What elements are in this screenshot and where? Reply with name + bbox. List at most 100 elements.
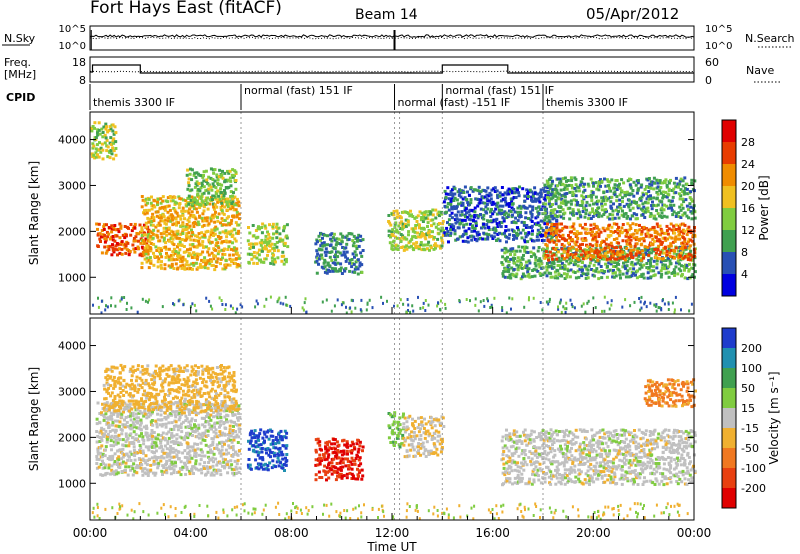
echo-cell bbox=[132, 448, 136, 452]
echo-cell bbox=[169, 253, 173, 257]
echo-cell bbox=[149, 223, 153, 227]
echo-cell bbox=[95, 143, 99, 147]
echo-cell bbox=[629, 217, 632, 221]
echo-cell bbox=[163, 267, 167, 271]
echo-cell bbox=[338, 251, 342, 255]
echo-cell bbox=[589, 193, 593, 197]
echo-cell bbox=[650, 183, 654, 187]
echo-cell bbox=[390, 230, 394, 234]
echo-cell bbox=[631, 263, 635, 267]
echo-cell bbox=[282, 262, 286, 266]
echo-cell bbox=[426, 217, 430, 221]
echo-cell bbox=[636, 187, 640, 191]
echo-cell bbox=[404, 218, 408, 222]
echo-cell bbox=[572, 227, 576, 231]
echo-cell bbox=[530, 190, 534, 194]
echo-cell bbox=[597, 206, 601, 210]
echo-cell bbox=[608, 307, 611, 311]
echo-cell bbox=[165, 466, 169, 470]
echo-cell bbox=[156, 403, 160, 407]
echo-cell bbox=[146, 249, 149, 253]
echo-cell bbox=[170, 264, 174, 268]
echo-cell bbox=[608, 212, 612, 216]
echo-cell bbox=[111, 246, 115, 250]
echo-cell bbox=[335, 240, 339, 244]
echo-cell bbox=[106, 383, 110, 387]
echo-cell bbox=[553, 270, 557, 274]
echo-cell bbox=[162, 451, 166, 455]
echo-cell bbox=[209, 465, 212, 469]
echo-cell bbox=[234, 221, 238, 225]
echo-cell bbox=[181, 465, 185, 469]
echo-cell bbox=[571, 245, 575, 249]
echo-cell bbox=[550, 226, 554, 230]
echo-cell bbox=[646, 195, 650, 199]
echo-cell bbox=[649, 269, 653, 273]
echo-cell bbox=[223, 200, 227, 204]
echo-cell bbox=[196, 235, 200, 239]
echo-cell bbox=[173, 413, 177, 417]
echo-cell bbox=[597, 188, 601, 192]
echo-cell bbox=[128, 402, 132, 406]
echo-cell bbox=[451, 194, 455, 198]
echo-cell bbox=[184, 425, 188, 429]
echo-cell bbox=[237, 263, 241, 267]
echo-cell bbox=[111, 421, 115, 424]
echo-cell bbox=[114, 140, 118, 144]
echo-cell bbox=[177, 457, 181, 460]
echo-cell bbox=[353, 270, 357, 274]
echo-cell bbox=[217, 175, 221, 179]
echo-cell bbox=[653, 273, 657, 277]
echo-cell bbox=[176, 441, 180, 445]
echo-cell bbox=[129, 233, 133, 237]
echo-cell bbox=[421, 233, 425, 237]
echo-cell bbox=[129, 411, 132, 415]
echo-cell bbox=[93, 156, 97, 160]
echo-cell bbox=[193, 404, 197, 408]
echo-cell bbox=[213, 425, 216, 429]
echo-cell bbox=[211, 464, 215, 468]
echo-cell bbox=[340, 240, 344, 244]
echo-cell bbox=[105, 440, 109, 444]
echo-cell bbox=[568, 206, 572, 210]
echo-cell bbox=[502, 270, 506, 273]
echo-cell bbox=[217, 468, 220, 472]
echo-cell bbox=[116, 419, 120, 423]
echo-cell bbox=[465, 198, 469, 201]
echo-cell bbox=[212, 247, 216, 251]
echo-cell bbox=[540, 239, 544, 242]
echo-cell bbox=[391, 228, 395, 232]
echo-cell bbox=[552, 246, 556, 250]
echo-cell bbox=[199, 433, 203, 437]
echo-cell bbox=[656, 239, 659, 243]
echo-cell bbox=[361, 249, 365, 252]
echo-cell bbox=[685, 263, 689, 267]
echo-cell bbox=[681, 184, 685, 188]
echo-cell bbox=[663, 181, 667, 185]
echo-cell bbox=[219, 199, 223, 203]
echo-cell bbox=[631, 189, 635, 192]
echo-cell bbox=[217, 212, 221, 216]
echo-cell bbox=[123, 365, 127, 369]
echo-cell bbox=[685, 187, 689, 191]
echo-cell bbox=[530, 224, 534, 228]
echo-cell bbox=[145, 463, 149, 467]
echo-cell bbox=[584, 310, 587, 314]
echo-cell bbox=[396, 244, 400, 248]
echo-cell bbox=[589, 257, 593, 261]
echo-cell bbox=[258, 241, 262, 245]
echo-cell bbox=[186, 442, 190, 446]
echo-cell bbox=[331, 269, 335, 273]
echo-cell bbox=[499, 212, 503, 216]
echo-cell bbox=[230, 173, 234, 177]
echo-cell bbox=[655, 190, 659, 194]
echo-cell bbox=[547, 196, 551, 200]
echo-cell bbox=[524, 211, 528, 215]
echo-cell bbox=[469, 218, 473, 222]
echo-cell bbox=[689, 258, 693, 262]
echo-cell bbox=[173, 303, 176, 307]
echo-cell bbox=[165, 233, 169, 237]
echo-cell bbox=[551, 208, 555, 212]
echo-cell bbox=[655, 230, 659, 234]
echo-cell bbox=[157, 463, 161, 467]
